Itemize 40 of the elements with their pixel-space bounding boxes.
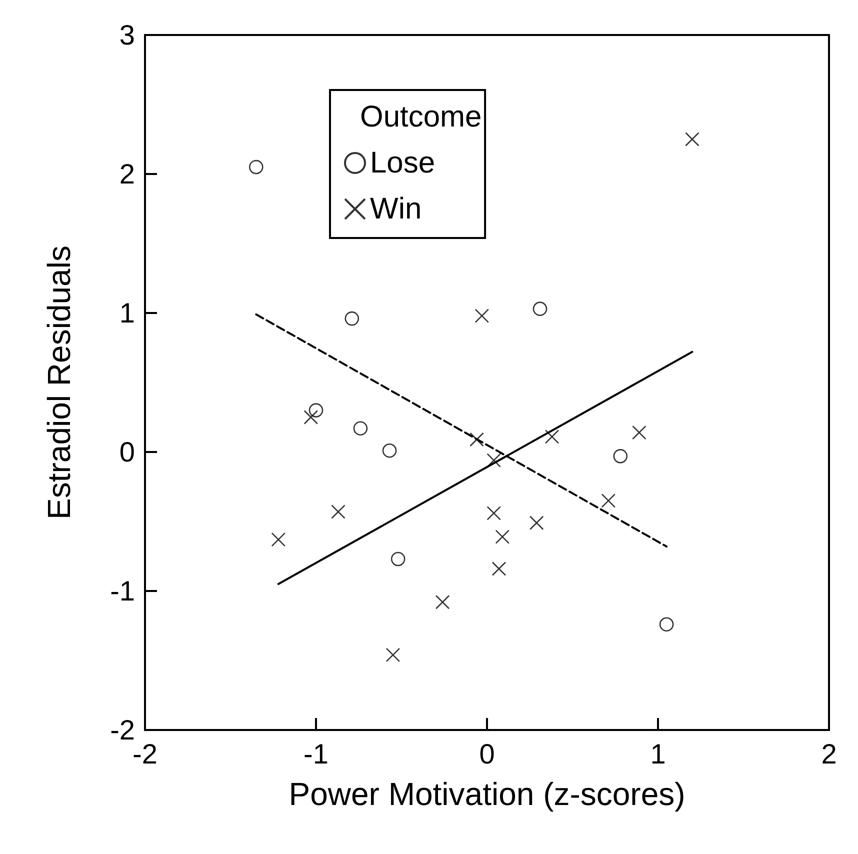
point bbox=[486, 506, 501, 520]
point bbox=[382, 443, 397, 458]
point bbox=[486, 453, 501, 468]
point bbox=[304, 410, 318, 424]
point bbox=[532, 302, 548, 316]
point bbox=[353, 421, 368, 436]
point bbox=[632, 425, 646, 440]
point bbox=[529, 516, 544, 530]
point bbox=[435, 594, 450, 610]
point bbox=[470, 432, 484, 447]
legend-label: Win bbox=[370, 192, 422, 226]
point bbox=[685, 132, 700, 146]
x-axis-title: Power Motivation (z-scores) bbox=[288, 776, 686, 812]
y-tick-label: 3 bbox=[119, 20, 135, 50]
legend-title: Outcome bbox=[360, 100, 482, 134]
point bbox=[659, 617, 674, 632]
x-tick-label: 1 bbox=[650, 738, 666, 770]
x-tick-label: 2 bbox=[821, 738, 837, 770]
point bbox=[249, 160, 264, 174]
x-tick-label: -1 bbox=[304, 738, 328, 770]
y-tick-label: -1 bbox=[110, 576, 135, 606]
y-tick-label: 2 bbox=[119, 158, 135, 190]
point bbox=[544, 430, 560, 444]
point bbox=[613, 449, 628, 464]
point bbox=[390, 552, 406, 566]
point bbox=[331, 504, 346, 519]
point bbox=[495, 530, 510, 544]
y-tick-label: 0 bbox=[119, 436, 135, 468]
y-tick-label: 1 bbox=[119, 298, 135, 328]
point bbox=[386, 648, 400, 662]
point bbox=[492, 562, 506, 576]
point bbox=[344, 311, 360, 326]
point bbox=[601, 494, 616, 508]
y-tick-label: -2 bbox=[110, 714, 135, 746]
point bbox=[271, 532, 286, 547]
x-tick-label: 0 bbox=[479, 738, 495, 770]
point bbox=[474, 308, 490, 323]
y-axis-title: Estradiol Residuals bbox=[41, 246, 77, 520]
point bbox=[308, 403, 324, 418]
legend-label: Lose bbox=[370, 146, 436, 180]
